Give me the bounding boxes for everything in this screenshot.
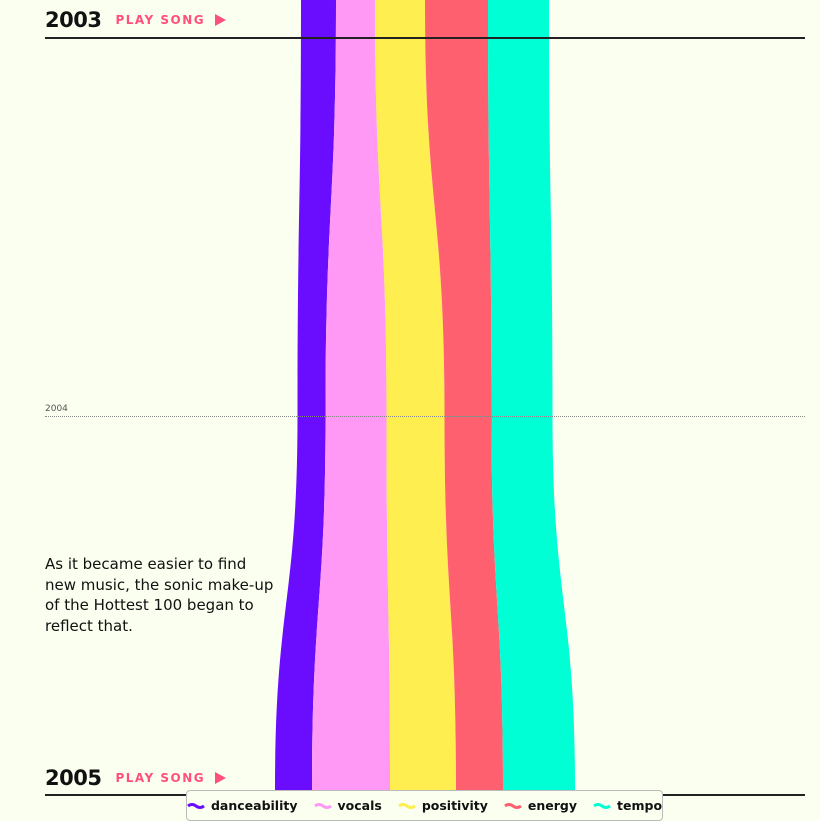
- stream-positivity: [375, 0, 456, 790]
- play-icon: [215, 772, 227, 784]
- wave-icon: [397, 802, 416, 809]
- legend-label: danceability: [210, 798, 298, 813]
- year-gridline: [45, 416, 805, 417]
- year-label: 2003: [45, 8, 102, 32]
- wave-icon: [593, 802, 611, 809]
- narrative-text: As it became easier to find new music, t…: [45, 555, 274, 635]
- play-icon: [215, 14, 227, 26]
- legend-item[interactable]: energy: [503, 798, 578, 813]
- year-divider: [45, 37, 805, 39]
- stream-vocals: [312, 0, 390, 790]
- play-song-button[interactable]: PLAY SONG: [115, 771, 227, 785]
- streamgraph: [275, 0, 575, 790]
- legend-item[interactable]: positivity: [397, 798, 488, 813]
- play-song-label: PLAY SONG: [115, 13, 206, 27]
- wave-icon: [313, 802, 332, 809]
- stream-danceability: [275, 0, 336, 790]
- year-label: 2005: [45, 766, 102, 790]
- legend-item[interactable]: danceability: [187, 798, 298, 813]
- year-header-2003: 2003 PLAY SONG: [45, 8, 227, 32]
- year-header-2005: 2005 PLAY SONG: [45, 766, 227, 790]
- wave-icon: [187, 802, 205, 809]
- legend-label: vocals: [337, 798, 382, 813]
- legend-label: energy: [527, 798, 578, 813]
- stream-energy: [425, 0, 503, 790]
- legend-label: positivity: [421, 798, 488, 813]
- minor-year-label: 2004: [45, 404, 68, 414]
- legend: danceability vocals positivity energy te…: [186, 790, 663, 821]
- legend-label: tempo: [617, 798, 663, 813]
- play-song-button[interactable]: PLAY SONG: [115, 13, 227, 27]
- legend-item[interactable]: tempo: [593, 798, 662, 813]
- stream-tempo: [488, 0, 575, 790]
- play-song-label: PLAY SONG: [115, 771, 206, 785]
- wave-icon: [503, 802, 522, 809]
- legend-item[interactable]: vocals: [313, 798, 382, 813]
